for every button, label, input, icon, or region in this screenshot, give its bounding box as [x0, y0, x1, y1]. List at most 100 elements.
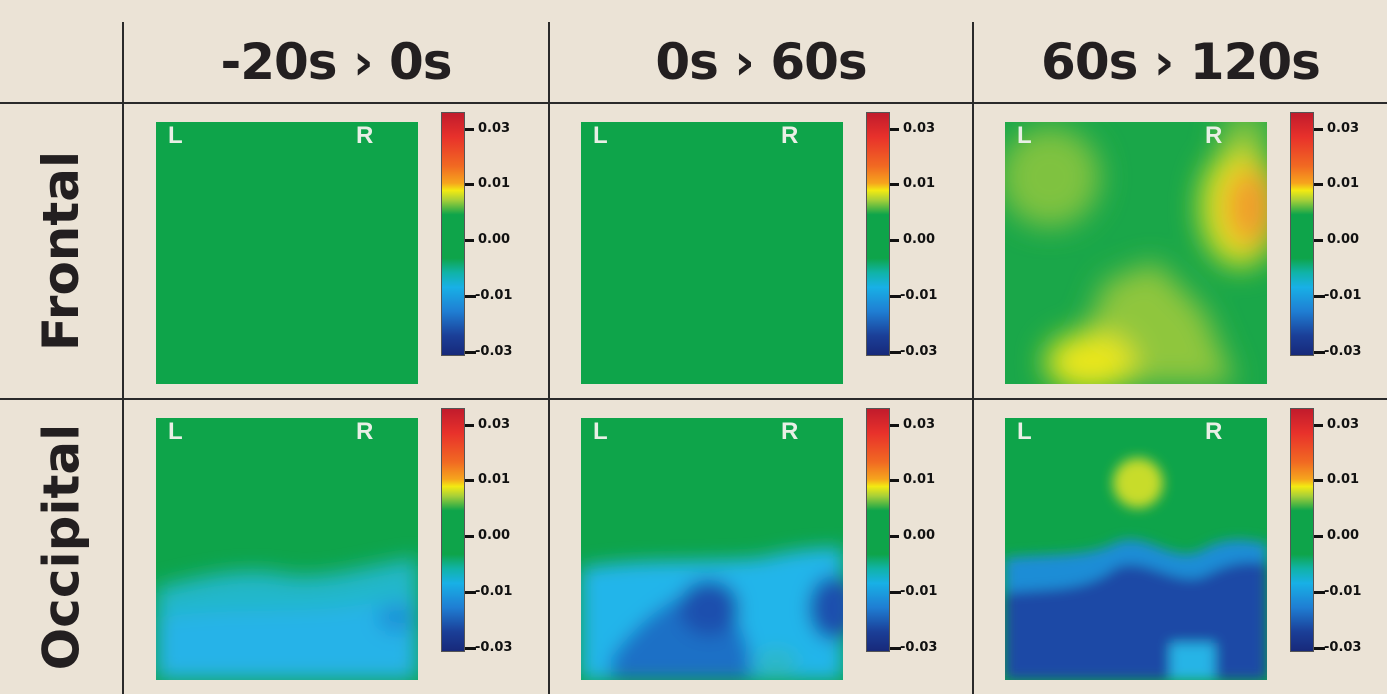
colorbar-tick — [465, 295, 476, 298]
colorbar-tick-label: -0.01 — [475, 584, 513, 599]
right-hemisphere-label: R — [1205, 122, 1223, 149]
colorbar-tick-label: -0.01 — [475, 288, 513, 303]
colorbar-tick — [1314, 535, 1323, 538]
colorbar-tick-label: 0.03 — [1327, 417, 1360, 432]
colorbar-tick — [890, 295, 901, 298]
colorbar-tick-label: -0.01 — [900, 584, 938, 599]
left-hemisphere-label: L — [593, 418, 608, 445]
colorbar-tick — [1314, 295, 1325, 298]
colorbar-tick — [890, 424, 899, 427]
right-hemisphere-label: R — [781, 418, 799, 445]
colorbar-tick-label: 0.01 — [478, 176, 511, 191]
colorbar-tick — [465, 239, 474, 242]
heatmap-occipital-late — [1005, 418, 1267, 680]
colorbar — [441, 408, 465, 652]
colorbar-tick — [890, 479, 899, 482]
colorbar-tick — [465, 424, 474, 427]
colorbar-tick-label: -0.03 — [900, 344, 938, 359]
heatmap-occipital-pre — [156, 418, 418, 680]
colorbar — [866, 408, 890, 652]
colorbar-tick-label: -0.01 — [900, 288, 938, 303]
colorbar-tick-label: -0.03 — [475, 640, 513, 655]
colorbar-tick — [1314, 128, 1323, 131]
right-hemisphere-label: R — [356, 418, 374, 445]
colorbar-tick — [890, 591, 901, 594]
colorbar-tick-label: 0.03 — [478, 121, 511, 136]
colorbar-tick-label: 0.01 — [1327, 176, 1360, 191]
grid-vertical-line-1 — [122, 22, 124, 694]
colorbar-tick-label: 0.01 — [903, 472, 936, 487]
colorbar-tick-label: 0.00 — [1327, 528, 1360, 543]
colorbar-tick — [890, 647, 901, 650]
panel-frontal-pre: L R 0.03 0.01 0.00 -0.01 -0.03 — [150, 104, 550, 386]
right-hemisphere-label: R — [1205, 418, 1223, 445]
colorbar-tick-label: 0.03 — [1327, 121, 1360, 136]
colorbar-tick — [1314, 239, 1323, 242]
grid-vertical-line-3 — [972, 22, 974, 694]
colorbar-tick — [465, 591, 476, 594]
grid-horizontal-line-2 — [0, 398, 1387, 400]
colorbar-tick-label: 0.03 — [478, 417, 511, 432]
colorbar-tick — [890, 183, 899, 186]
colorbar-tick — [1314, 479, 1323, 482]
column-header-early: 0s › 60s — [655, 33, 867, 91]
colorbar-tick-label: 0.00 — [903, 232, 936, 247]
colorbar-tick-label: -0.03 — [1324, 640, 1362, 655]
heatmap-frontal-pre — [156, 122, 418, 384]
colorbar-tick — [890, 351, 901, 354]
colorbar-tick-label: 0.01 — [903, 176, 936, 191]
grid-horizontal-line-1 — [0, 102, 1387, 104]
colorbar-tick — [890, 535, 899, 538]
right-hemisphere-label: R — [356, 122, 374, 149]
colorbar-tick — [1314, 591, 1325, 594]
panel-frontal-late: L R 0.03 0.01 0.00 -0.01 -0.03 — [999, 104, 1387, 386]
left-hemisphere-label: L — [1017, 418, 1032, 445]
left-hemisphere-label: L — [168, 418, 183, 445]
left-hemisphere-label: L — [168, 122, 183, 149]
heatmap-occipital-early — [581, 418, 843, 680]
colorbar-tick — [1314, 351, 1325, 354]
row-header-occipital: Occipital — [0, 400, 122, 694]
heatmap-frontal-late — [1005, 122, 1267, 384]
panel-occipital-late: L R 0.03 0.01 0.00 -0.01 -0.03 — [999, 400, 1387, 682]
colorbar-tick — [890, 239, 899, 242]
right-hemisphere-label: R — [781, 122, 799, 149]
colorbar-tick-label: -0.01 — [1324, 584, 1362, 599]
row-header-frontal-label: Frontal — [32, 150, 90, 352]
colorbar-tick-label: -0.01 — [1324, 288, 1362, 303]
column-header-pre: -20s › 0s — [220, 33, 452, 91]
colorbar-tick-label: -0.03 — [1324, 344, 1362, 359]
left-hemisphere-label: L — [593, 122, 608, 149]
left-hemisphere-label: L — [1017, 122, 1032, 149]
colorbar — [441, 112, 465, 356]
panel-occipital-early: L R 0.03 0.01 0.00 -0.01 -0.03 — [575, 400, 975, 682]
colorbar-tick-label: 0.00 — [478, 232, 511, 247]
grid-vertical-line-2 — [548, 22, 550, 694]
colorbar-tick-label: 0.03 — [903, 417, 936, 432]
colorbar — [1290, 112, 1314, 356]
colorbar-tick — [1314, 647, 1325, 650]
column-header-late: 60s › 120s — [1041, 33, 1321, 91]
colorbar-tick — [1314, 424, 1323, 427]
colorbar-tick — [465, 535, 474, 538]
colorbar-tick — [465, 647, 476, 650]
colorbar — [866, 112, 890, 356]
colorbar-tick — [465, 479, 474, 482]
colorbar-tick-label: 0.00 — [478, 528, 511, 543]
colorbar-tick-label: 0.00 — [903, 528, 936, 543]
colorbar-tick-label: 0.03 — [903, 121, 936, 136]
colorbar-tick-label: -0.03 — [475, 344, 513, 359]
colorbar-tick-label: 0.01 — [478, 472, 511, 487]
colorbar-tick — [890, 128, 899, 131]
row-header-occipital-label: Occipital — [32, 423, 91, 671]
colorbar-tick — [1314, 183, 1323, 186]
heatmap-frontal-early — [581, 122, 843, 384]
panel-frontal-early: L R 0.03 0.01 0.00 -0.01 -0.03 — [575, 104, 975, 386]
colorbar-tick-label: 0.01 — [1327, 472, 1360, 487]
colorbar-tick-label: 0.00 — [1327, 232, 1360, 247]
colorbar-tick — [465, 183, 474, 186]
panel-occipital-pre: L R 0.03 0.01 0.00 -0.01 -0.03 — [150, 400, 550, 682]
colorbar-tick — [465, 351, 476, 354]
colorbar — [1290, 408, 1314, 652]
colorbar-tick-label: -0.03 — [900, 640, 938, 655]
